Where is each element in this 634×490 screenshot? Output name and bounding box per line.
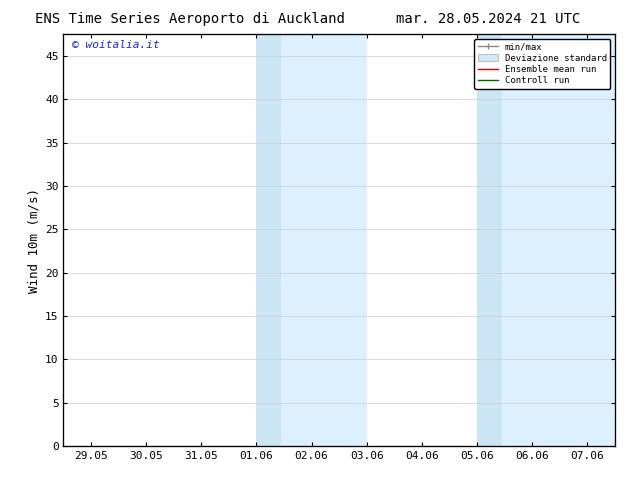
Text: mar. 28.05.2024 21 UTC: mar. 28.05.2024 21 UTC — [396, 12, 580, 26]
Bar — [502, 34, 615, 446]
Text: ENS Time Series Aeroporto di Auckland: ENS Time Series Aeroporto di Auckland — [36, 12, 345, 26]
Text: © woitalia.it: © woitalia.it — [72, 41, 159, 50]
Y-axis label: Wind 10m (m/s): Wind 10m (m/s) — [28, 188, 41, 293]
Bar — [256, 34, 281, 446]
Bar — [477, 34, 502, 446]
Bar — [281, 34, 367, 446]
Legend: min/max, Deviazione standard, Ensemble mean run, Controll run: min/max, Deviazione standard, Ensemble m… — [474, 39, 611, 89]
